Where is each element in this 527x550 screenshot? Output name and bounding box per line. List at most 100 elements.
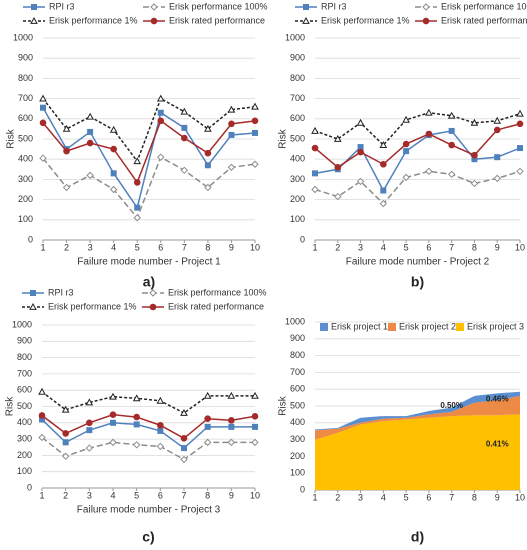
legend-label: Erisk project 2 xyxy=(399,321,456,331)
marker xyxy=(471,151,478,159)
x-tick-label: 6 xyxy=(426,242,431,252)
marker xyxy=(252,423,258,430)
marker xyxy=(39,119,47,127)
x-tick-label: 9 xyxy=(495,242,500,252)
legend-marker xyxy=(150,17,158,25)
marker xyxy=(109,392,117,400)
x-tick-label: 10 xyxy=(515,492,525,502)
x-tick-label: 1 xyxy=(39,490,44,500)
x-tick-label: 1 xyxy=(40,242,45,252)
x-tick-label: 3 xyxy=(87,490,92,500)
legend-label: Erisk performance 100% xyxy=(169,1,268,11)
marker xyxy=(180,408,188,416)
marker xyxy=(181,134,188,142)
marker xyxy=(156,396,165,404)
marker xyxy=(204,149,212,157)
marker xyxy=(133,157,142,165)
marker xyxy=(516,120,524,128)
legend-label: Erisk rated performance xyxy=(169,15,265,25)
marker xyxy=(402,140,410,148)
x-tick-label: 6 xyxy=(426,492,431,502)
y-tick-label: 700 xyxy=(18,93,33,103)
legend-marker xyxy=(149,289,157,297)
y-axis-label: Risk xyxy=(278,128,289,148)
panel-caption: a) xyxy=(143,274,155,290)
area-layer xyxy=(315,395,520,440)
series-line xyxy=(314,123,521,169)
x-tick-label: 7 xyxy=(182,242,187,252)
y-tick-label: 300 xyxy=(290,434,305,444)
y-tick-label: 200 xyxy=(17,450,32,460)
marker xyxy=(311,144,319,152)
x-tick-label: 1 xyxy=(312,242,317,252)
series-line xyxy=(42,156,256,220)
marker xyxy=(86,419,93,427)
marker xyxy=(133,214,141,222)
legend-marker xyxy=(30,16,38,24)
marker xyxy=(133,413,140,421)
y-tick-label: 800 xyxy=(18,73,33,83)
marker xyxy=(157,427,164,434)
marker xyxy=(493,126,501,134)
marker xyxy=(311,185,319,194)
marker xyxy=(109,185,118,194)
legend-marker xyxy=(422,17,430,25)
marker xyxy=(251,117,259,125)
x-tick-label: 2 xyxy=(335,242,340,252)
marker xyxy=(251,412,259,420)
panel-caption: b) xyxy=(411,274,424,290)
x-tick-label: 9 xyxy=(229,490,234,500)
marker xyxy=(470,179,479,188)
marker xyxy=(448,127,455,134)
y-axis-label: Risk xyxy=(278,395,289,415)
y-tick-label: 300 xyxy=(290,174,305,184)
y-tick-label: 400 xyxy=(17,417,32,427)
legend-label: RPI r3 xyxy=(48,287,74,297)
marker xyxy=(204,162,211,169)
marker xyxy=(85,444,94,452)
legend-label: Erisk performance 1% xyxy=(321,15,410,25)
marker xyxy=(181,124,188,131)
y-tick-label: 1000 xyxy=(12,319,32,329)
marker xyxy=(447,170,456,179)
legend-marker xyxy=(303,4,309,10)
y-tick-label: 900 xyxy=(18,53,33,63)
marker xyxy=(471,156,478,163)
x-tick-label: 10 xyxy=(515,242,525,252)
x-tick-label: 8 xyxy=(205,490,210,500)
marker xyxy=(109,125,118,133)
x-tick-label: 2 xyxy=(63,490,68,500)
marker xyxy=(61,452,70,460)
marker xyxy=(494,154,501,161)
marker xyxy=(357,148,364,156)
y-tick-label: 500 xyxy=(18,133,33,143)
x-axis-label: Failure mode number - Project 3 xyxy=(77,505,221,516)
marker xyxy=(180,107,189,115)
marker xyxy=(39,416,45,423)
y-tick-label: 600 xyxy=(17,385,32,395)
marker xyxy=(40,104,46,111)
series-line xyxy=(41,436,255,461)
marker xyxy=(227,391,236,399)
y-tick-label: 500 xyxy=(290,133,305,143)
marker xyxy=(62,183,71,192)
x-tick-label: 4 xyxy=(381,492,386,502)
series-line xyxy=(314,111,521,147)
legend-label: Erisk performance 1% xyxy=(48,301,137,311)
y-tick-label: 0 xyxy=(300,234,305,244)
marker xyxy=(132,394,141,402)
marker xyxy=(180,455,188,464)
y-axis-label: Risk xyxy=(5,396,16,416)
legend-label: RPI r3 xyxy=(49,1,75,11)
annotation: 0.41% xyxy=(486,440,509,449)
marker xyxy=(156,442,165,451)
y-tick-label: 800 xyxy=(290,73,305,83)
y-tick-label: 1000 xyxy=(285,32,305,42)
marker xyxy=(133,179,141,186)
marker xyxy=(380,160,387,168)
x-tick-label: 8 xyxy=(472,242,477,252)
marker xyxy=(379,141,388,148)
marker xyxy=(493,116,502,124)
area-layer xyxy=(315,391,520,431)
